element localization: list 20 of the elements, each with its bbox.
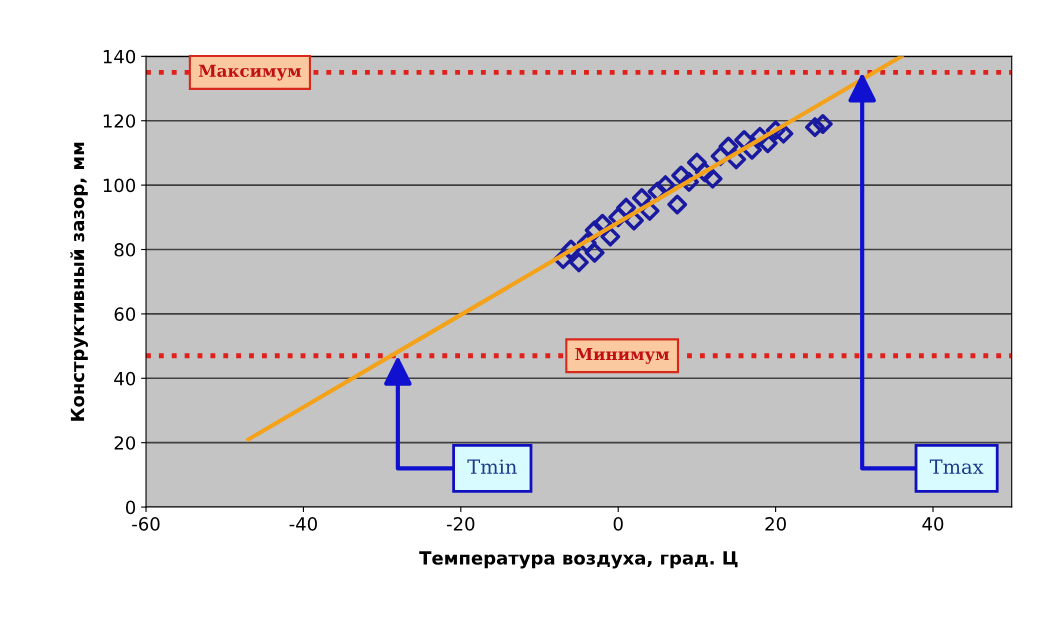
x-tick-label: 20	[765, 517, 786, 531]
x-tick-label: -60	[132, 517, 160, 531]
y-tick-label: 140	[103, 49, 136, 64]
y-tick-label: 120	[103, 114, 136, 128]
y-tick-label: 0	[126, 500, 136, 515]
y-tick-label: 100	[103, 178, 136, 193]
y-axis-title: Конструктивный зазор, мм	[70, 142, 88, 421]
x-axis-title: Температура воздуха, град. Ц	[419, 551, 738, 569]
x-tick-label: -20	[446, 517, 475, 531]
x-tick-label: 0	[613, 517, 623, 531]
x-tick-label: 40	[922, 517, 944, 531]
annotation: Tmax	[929, 459, 984, 475]
y-tick-label: 80	[114, 242, 136, 257]
y-tick-label: 40	[114, 371, 136, 386]
y-tick-label: 60	[114, 307, 136, 322]
ref-line-label: Минимум	[575, 347, 670, 364]
annotation: Tmin	[467, 459, 517, 474]
y-tick-label: 20	[114, 436, 136, 450]
ref-line-label: Максимум	[198, 64, 302, 81]
x-tick-label: -40	[289, 517, 317, 531]
